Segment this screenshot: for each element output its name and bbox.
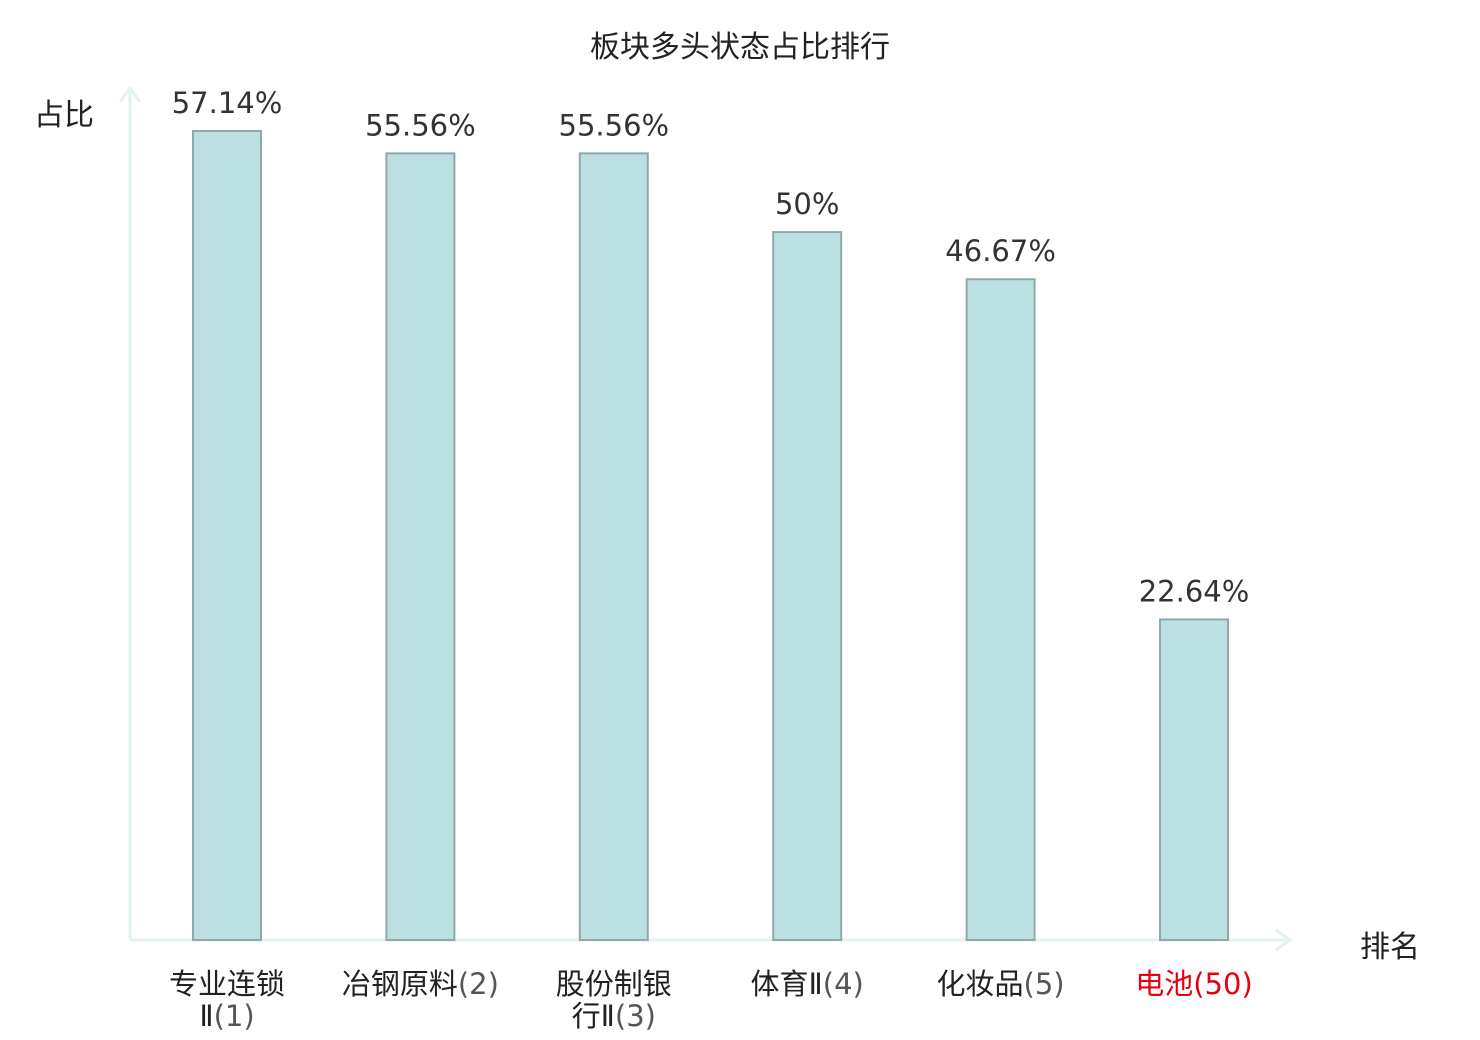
- x-tick-label: 电池(50): [1135, 967, 1253, 1001]
- data-label: 57.14%: [172, 86, 283, 120]
- data-label: 55.56%: [365, 108, 476, 142]
- data-label: 46.67%: [945, 234, 1056, 268]
- x-tick-label: 冶钢原料(2): [342, 967, 499, 1001]
- x-tick-label-line2: 行Ⅱ(3): [572, 999, 656, 1033]
- x-tick-label-line2: Ⅱ(1): [199, 999, 254, 1033]
- bar: [1159, 618, 1229, 942]
- y-axis-arrow-icon: [118, 85, 142, 103]
- x-tick-label: 专业连锁: [169, 967, 285, 1001]
- data-label: 22.64%: [1139, 574, 1250, 608]
- x-tick-label: 体育Ⅱ(4): [751, 967, 864, 1001]
- bar: [578, 152, 649, 941]
- bar: [772, 231, 843, 941]
- x-tick-label: 股份制银: [556, 967, 672, 1001]
- y-axis-label: 占比: [34, 98, 94, 133]
- bar: [192, 130, 262, 941]
- x-axis-label: 排名: [1360, 930, 1420, 965]
- chart-title: 板块多头状态占比排行: [590, 30, 890, 65]
- bar: [385, 152, 456, 941]
- bar: [965, 278, 1036, 941]
- data-label: 55.56%: [559, 108, 670, 142]
- x-tick-label: 化妆品(5): [937, 967, 1065, 1001]
- x-axis-arrow-icon: [1275, 928, 1293, 952]
- data-label: 50%: [775, 187, 839, 221]
